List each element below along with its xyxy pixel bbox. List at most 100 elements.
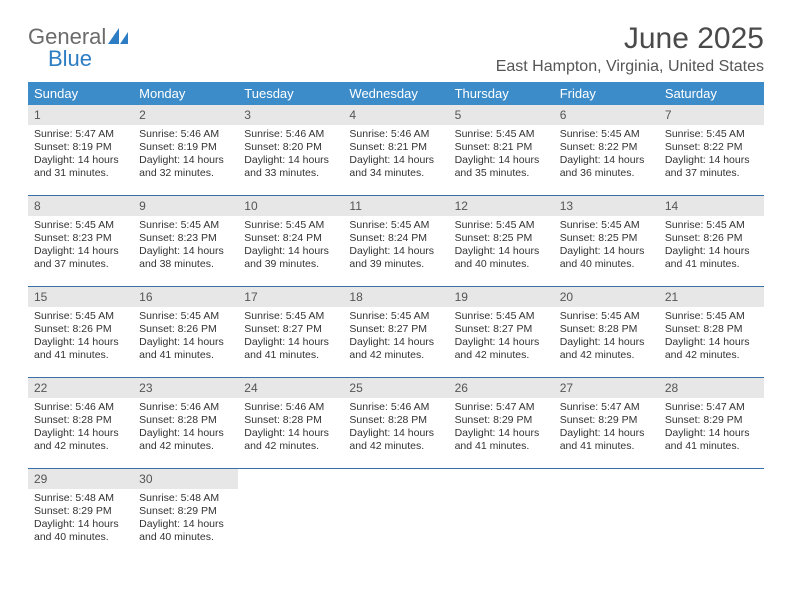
calendar-cell: 8Sunrise: 5:45 AMSunset: 8:23 PMDaylight… xyxy=(28,196,133,287)
sunrise-line: Sunrise: 5:46 AM xyxy=(139,128,232,141)
weekday-tuesday: Tuesday xyxy=(238,82,343,105)
calendar-row: 1Sunrise: 5:47 AMSunset: 8:19 PMDaylight… xyxy=(28,105,764,196)
daylight-line: Daylight: 14 hours and 36 minutes. xyxy=(560,154,653,180)
sunset-line: Sunset: 8:26 PM xyxy=(34,323,127,336)
sunrise-line: Sunrise: 5:47 AM xyxy=(665,401,758,414)
daylight-line: Daylight: 14 hours and 35 minutes. xyxy=(455,154,548,180)
day-details: Sunrise: 5:47 AMSunset: 8:19 PMDaylight:… xyxy=(28,125,133,184)
day-number: 20 xyxy=(554,287,659,307)
day-details: Sunrise: 5:48 AMSunset: 8:29 PMDaylight:… xyxy=(28,489,133,548)
day-details: Sunrise: 5:45 AMSunset: 8:23 PMDaylight:… xyxy=(133,216,238,275)
day-details: Sunrise: 5:45 AMSunset: 8:24 PMDaylight:… xyxy=(343,216,448,275)
sunrise-line: Sunrise: 5:46 AM xyxy=(34,401,127,414)
sunset-line: Sunset: 8:25 PM xyxy=(560,232,653,245)
calendar-cell: 24Sunrise: 5:46 AMSunset: 8:28 PMDayligh… xyxy=(238,378,343,469)
daylight-line: Daylight: 14 hours and 42 minutes. xyxy=(139,427,232,453)
sunrise-line: Sunrise: 5:45 AM xyxy=(455,128,548,141)
day-number: 14 xyxy=(659,196,764,216)
sunrise-line: Sunrise: 5:45 AM xyxy=(244,219,337,232)
calendar-row: 29Sunrise: 5:48 AMSunset: 8:29 PMDayligh… xyxy=(28,469,764,560)
logo-sail-icon xyxy=(108,24,130,49)
logo-text: General Blue xyxy=(28,26,130,70)
day-details: Sunrise: 5:45 AMSunset: 8:25 PMDaylight:… xyxy=(554,216,659,275)
sunset-line: Sunset: 8:22 PM xyxy=(560,141,653,154)
day-number: 16 xyxy=(133,287,238,307)
calendar-row: 22Sunrise: 5:46 AMSunset: 8:28 PMDayligh… xyxy=(28,378,764,469)
daylight-line: Daylight: 14 hours and 42 minutes. xyxy=(349,427,442,453)
day-number: 23 xyxy=(133,378,238,398)
sunset-line: Sunset: 8:25 PM xyxy=(455,232,548,245)
day-details: Sunrise: 5:45 AMSunset: 8:22 PMDaylight:… xyxy=(554,125,659,184)
header: General Blue June 2025 East Hampton, Vir… xyxy=(28,22,764,76)
daylight-line: Daylight: 14 hours and 41 minutes. xyxy=(560,427,653,453)
day-details: Sunrise: 5:45 AMSunset: 8:26 PMDaylight:… xyxy=(659,216,764,275)
sunrise-line: Sunrise: 5:47 AM xyxy=(34,128,127,141)
day-details: Sunrise: 5:46 AMSunset: 8:20 PMDaylight:… xyxy=(238,125,343,184)
sunrise-line: Sunrise: 5:45 AM xyxy=(455,310,548,323)
calendar-cell: 12Sunrise: 5:45 AMSunset: 8:25 PMDayligh… xyxy=(449,196,554,287)
sunrise-line: Sunrise: 5:46 AM xyxy=(244,401,337,414)
daylight-line: Daylight: 14 hours and 37 minutes. xyxy=(34,245,127,271)
day-number: 7 xyxy=(659,105,764,125)
day-number: 25 xyxy=(343,378,448,398)
daylight-line: Daylight: 14 hours and 40 minutes. xyxy=(455,245,548,271)
daylight-line: Daylight: 14 hours and 41 minutes. xyxy=(244,336,337,362)
weekday-friday: Friday xyxy=(554,82,659,105)
sunrise-line: Sunrise: 5:45 AM xyxy=(455,219,548,232)
sunrise-line: Sunrise: 5:45 AM xyxy=(349,310,442,323)
calendar-page: General Blue June 2025 East Hampton, Vir… xyxy=(0,0,792,559)
day-number: 11 xyxy=(343,196,448,216)
logo-word2: Blue xyxy=(48,46,92,71)
day-number: 28 xyxy=(659,378,764,398)
day-number: 27 xyxy=(554,378,659,398)
day-details: Sunrise: 5:46 AMSunset: 8:28 PMDaylight:… xyxy=(238,398,343,457)
sunset-line: Sunset: 8:28 PM xyxy=(665,323,758,336)
day-details: Sunrise: 5:45 AMSunset: 8:21 PMDaylight:… xyxy=(449,125,554,184)
day-details: Sunrise: 5:45 AMSunset: 8:23 PMDaylight:… xyxy=(28,216,133,275)
daylight-line: Daylight: 14 hours and 42 minutes. xyxy=(665,336,758,362)
sunset-line: Sunset: 8:28 PM xyxy=(349,414,442,427)
calendar-cell: 11Sunrise: 5:45 AMSunset: 8:24 PMDayligh… xyxy=(343,196,448,287)
daylight-line: Daylight: 14 hours and 38 minutes. xyxy=(139,245,232,271)
calendar-cell: 6Sunrise: 5:45 AMSunset: 8:22 PMDaylight… xyxy=(554,105,659,196)
day-details: Sunrise: 5:46 AMSunset: 8:21 PMDaylight:… xyxy=(343,125,448,184)
day-details: Sunrise: 5:45 AMSunset: 8:25 PMDaylight:… xyxy=(449,216,554,275)
sunrise-line: Sunrise: 5:45 AM xyxy=(349,219,442,232)
sunrise-line: Sunrise: 5:45 AM xyxy=(560,219,653,232)
sunset-line: Sunset: 8:21 PM xyxy=(349,141,442,154)
sunrise-line: Sunrise: 5:48 AM xyxy=(139,492,232,505)
daylight-line: Daylight: 14 hours and 33 minutes. xyxy=(244,154,337,180)
day-details: Sunrise: 5:46 AMSunset: 8:28 PMDaylight:… xyxy=(343,398,448,457)
day-details: Sunrise: 5:45 AMSunset: 8:27 PMDaylight:… xyxy=(343,307,448,366)
weekday-monday: Monday xyxy=(133,82,238,105)
title-block: June 2025 East Hampton, Virginia, United… xyxy=(496,22,764,76)
calendar-cell: 3Sunrise: 5:46 AMSunset: 8:20 PMDaylight… xyxy=(238,105,343,196)
day-number: 4 xyxy=(343,105,448,125)
daylight-line: Daylight: 14 hours and 39 minutes. xyxy=(349,245,442,271)
daylight-line: Daylight: 14 hours and 40 minutes. xyxy=(34,518,127,544)
sunset-line: Sunset: 8:29 PM xyxy=(139,505,232,518)
sunset-line: Sunset: 8:27 PM xyxy=(349,323,442,336)
calendar-cell: 7Sunrise: 5:45 AMSunset: 8:22 PMDaylight… xyxy=(659,105,764,196)
sunrise-line: Sunrise: 5:48 AM xyxy=(34,492,127,505)
daylight-line: Daylight: 14 hours and 41 minutes. xyxy=(455,427,548,453)
daylight-line: Daylight: 14 hours and 42 minutes. xyxy=(34,427,127,453)
sunrise-line: Sunrise: 5:46 AM xyxy=(349,401,442,414)
daylight-line: Daylight: 14 hours and 41 minutes. xyxy=(34,336,127,362)
calendar-body: 1Sunrise: 5:47 AMSunset: 8:19 PMDaylight… xyxy=(28,105,764,559)
weekday-wednesday: Wednesday xyxy=(343,82,448,105)
sunset-line: Sunset: 8:29 PM xyxy=(560,414,653,427)
daylight-line: Daylight: 14 hours and 40 minutes. xyxy=(139,518,232,544)
daylight-line: Daylight: 14 hours and 37 minutes. xyxy=(665,154,758,180)
sunrise-line: Sunrise: 5:47 AM xyxy=(560,401,653,414)
daylight-line: Daylight: 14 hours and 32 minutes. xyxy=(139,154,232,180)
day-details: Sunrise: 5:46 AMSunset: 8:28 PMDaylight:… xyxy=(28,398,133,457)
day-number: 6 xyxy=(554,105,659,125)
weekday-saturday: Saturday xyxy=(659,82,764,105)
sunrise-line: Sunrise: 5:45 AM xyxy=(244,310,337,323)
sunset-line: Sunset: 8:29 PM xyxy=(34,505,127,518)
sunset-line: Sunset: 8:29 PM xyxy=(665,414,758,427)
day-details: Sunrise: 5:47 AMSunset: 8:29 PMDaylight:… xyxy=(554,398,659,457)
sunset-line: Sunset: 8:28 PM xyxy=(139,414,232,427)
calendar-table: Sunday Monday Tuesday Wednesday Thursday… xyxy=(28,82,764,559)
